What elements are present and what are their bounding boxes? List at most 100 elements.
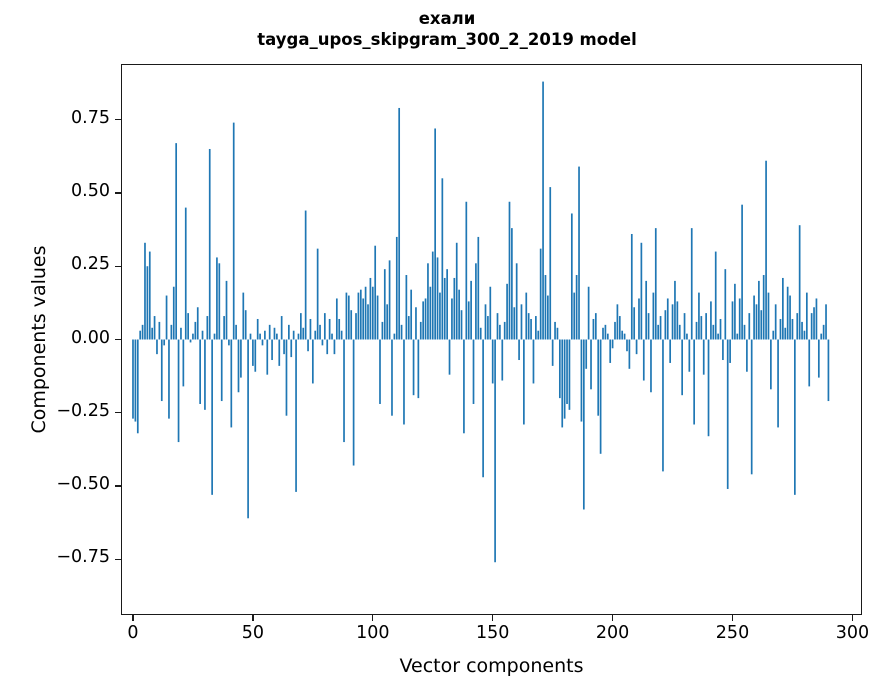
bar [283, 339, 285, 355]
bar [623, 333, 626, 340]
bar [801, 321, 803, 340]
bar [654, 228, 657, 340]
bar [805, 292, 808, 340]
bar [765, 160, 767, 340]
bar [750, 339, 753, 475]
bar [530, 318, 532, 340]
bar [465, 201, 468, 340]
bar [508, 201, 511, 340]
x-tick-label: 50 [241, 623, 265, 643]
bar [710, 301, 712, 340]
bar [407, 316, 410, 340]
bar [582, 339, 585, 510]
y-tick-label: 0.25 [71, 254, 110, 275]
bar [820, 333, 823, 340]
bar [443, 277, 446, 340]
bar [352, 339, 355, 466]
bar [599, 339, 602, 454]
bar [813, 307, 815, 340]
bar [235, 324, 237, 340]
x-tick-mark [731, 615, 734, 621]
bar [463, 339, 465, 434]
bar [518, 339, 520, 361]
y-tick-label: 0.75 [71, 107, 110, 128]
bar [523, 339, 525, 425]
bar [755, 304, 758, 340]
x-tick-mark [611, 615, 614, 621]
bar-group [132, 81, 830, 563]
bar [513, 307, 516, 340]
x-tick-mark [492, 615, 494, 621]
bar [554, 321, 556, 340]
bar [302, 327, 305, 340]
bar [770, 339, 772, 390]
bar [707, 339, 710, 437]
bar [786, 286, 789, 340]
bar [218, 263, 221, 340]
bar [580, 339, 583, 422]
bar [386, 304, 389, 340]
bar [753, 295, 755, 340]
bar [662, 339, 664, 472]
bar [827, 339, 830, 402]
bar [681, 339, 683, 396]
bar [578, 166, 580, 340]
x-tick-label: 250 [715, 623, 750, 643]
bar [256, 318, 259, 340]
bar [549, 187, 552, 340]
bar [669, 339, 672, 363]
bar [369, 277, 372, 340]
bar [746, 339, 748, 372]
bar [642, 339, 645, 381]
bar [638, 298, 640, 340]
bar [223, 316, 225, 340]
bar [503, 321, 506, 340]
bar [228, 339, 230, 346]
bar [285, 339, 288, 416]
bar [156, 339, 158, 355]
bar [417, 339, 420, 399]
x-tick-label: 200 [595, 623, 630, 643]
bar [501, 339, 504, 381]
bar [391, 339, 393, 416]
bar [515, 263, 518, 340]
bar [343, 339, 345, 443]
bar [693, 339, 695, 425]
bar [148, 251, 151, 340]
bar [412, 339, 415, 396]
bar [451, 298, 453, 340]
bar [254, 339, 257, 372]
y-tick-mark [115, 338, 121, 341]
bar [597, 339, 600, 416]
y-tick-label: −0.25 [56, 400, 110, 421]
bar [690, 228, 693, 340]
bar [758, 280, 760, 340]
y-tick-mark [115, 192, 121, 194]
bar [808, 339, 811, 387]
bar [719, 318, 722, 340]
bar [606, 333, 609, 340]
bar [182, 339, 185, 387]
bar-series-plot [132, 81, 830, 563]
bar [472, 339, 475, 404]
bar [635, 339, 638, 355]
bar [364, 286, 367, 340]
bar [151, 327, 154, 340]
bar [573, 292, 576, 340]
bar [388, 260, 391, 340]
bar [160, 339, 163, 402]
bar [362, 298, 365, 340]
bar [446, 269, 448, 340]
bar [280, 316, 283, 340]
bar [247, 339, 249, 519]
bar [448, 339, 451, 375]
bar [180, 327, 182, 340]
bar [736, 333, 739, 340]
y-tick-label: 0.50 [71, 180, 110, 201]
bar [489, 286, 492, 340]
bar [345, 292, 348, 340]
bar [570, 213, 573, 340]
bar [657, 324, 660, 340]
bar [774, 304, 777, 340]
